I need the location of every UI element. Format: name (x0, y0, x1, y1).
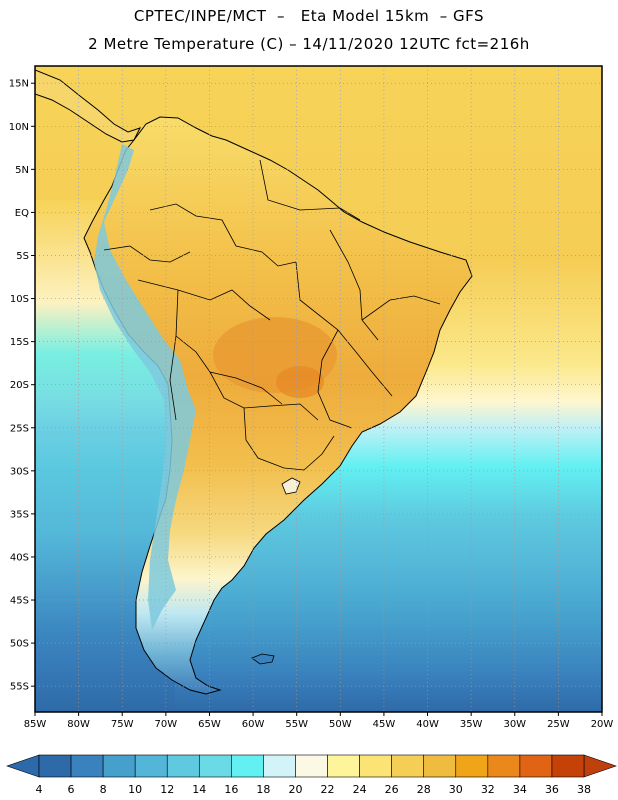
map-frame (34, 65, 603, 713)
lon-tick-label: 70W (155, 719, 178, 730)
colorbar-label: 32 (481, 783, 495, 796)
lon-tick-label: 75W (111, 719, 134, 730)
colorbar-swatch (423, 754, 457, 778)
lon-tick-label: 50W (329, 719, 352, 730)
graticule (35, 66, 602, 712)
lon-tick-label: 45W (373, 719, 396, 730)
lat-tick-label: 10S (10, 294, 29, 305)
lat-tick-label: EQ (15, 208, 29, 219)
colorbar-swatch (38, 754, 72, 778)
colorbar-swatch (327, 754, 360, 778)
colorbar-label: 4 (36, 783, 43, 796)
colorbar-swatch (263, 754, 296, 778)
lat-tick-label: 10N (9, 122, 29, 133)
andes-cool-band (94, 144, 196, 630)
hot-interior-core-2 (276, 366, 324, 398)
colorbar-label: 6 (68, 783, 75, 796)
colorbar-label: 24 (353, 783, 367, 796)
lat-tick-label: 55S (10, 682, 29, 693)
lat-tick-label: 5N (15, 165, 29, 176)
central-america-landmass (35, 69, 141, 143)
lat-tick-label: 15S (10, 337, 29, 348)
lagoon (281, 477, 301, 495)
chart-title-line-1: CPTEC/INPE/MCT – Eta Model 15km – GFS (133, 7, 485, 25)
colorbar-label: 20 (288, 783, 302, 796)
colorbar-swatch (551, 754, 585, 778)
colorbar-swatch (455, 754, 489, 778)
longitude-axis: 85W 80W 75W 70W 65W 60W 55W 50W 45W 40W 35W 30W 25W 2… (24, 712, 614, 730)
colorbar-label: 16 (224, 783, 238, 796)
lat-tick-label: 40S (10, 552, 29, 563)
lat-tick-label: 5S (16, 251, 29, 262)
falkland-islands (251, 653, 275, 665)
colorbar-label: 12 (160, 783, 174, 796)
lat-tick-label: 15N (9, 79, 29, 90)
colorbar-high-arrow (583, 754, 617, 778)
colorbar-swatch (166, 754, 200, 778)
colorbar-swatch (391, 754, 425, 778)
lat-tick-label: 45S (10, 596, 29, 607)
lon-tick-label: 35W (460, 719, 483, 730)
colorbar-label: 26 (385, 783, 399, 796)
colorbar-swatch (359, 754, 392, 778)
country-borders (103, 159, 441, 471)
lon-tick-label: 60W (242, 719, 265, 730)
colorbar-label: 8 (100, 783, 107, 796)
lon-tick-label: 85W (24, 719, 47, 730)
colorbar-label: 36 (545, 783, 559, 796)
colorbar-swatch (102, 754, 136, 778)
colorbar-swatch (487, 754, 521, 778)
colorbar-label: 18 (256, 783, 270, 796)
colorbar-label: 34 (513, 783, 527, 796)
colorbar-label: 28 (417, 783, 431, 796)
lon-tick-label: 20W (591, 719, 614, 730)
chart-title-line-2: 2 Metre Temperature (C) – 14/11/2020 12U… (88, 35, 530, 53)
lat-tick-label: 25S (10, 423, 29, 434)
colorbar: 4 6 8 10 12 14 16 18 20 22 24 26 28 30 32 34 36 38 (6, 754, 617, 796)
lat-tick-label: 50S (10, 639, 29, 650)
colorbar-label: 30 (449, 783, 463, 796)
colorbar-swatch (198, 754, 232, 778)
lon-tick-label: 40W (416, 719, 439, 730)
lat-tick-label: 20S (10, 380, 29, 391)
colorbar-label: 22 (321, 783, 335, 796)
lon-tick-label: 25W (547, 719, 570, 730)
colorbar-label: 38 (577, 783, 591, 796)
latitude-axis: 15N 10N 5N EQ 5S 10S 15S 20S 25S 30S 35S 40S 45S 50S 5… (9, 79, 35, 693)
colorbar-swatch (70, 754, 104, 778)
colorbar-swatch (519, 754, 553, 778)
colorbar-label: 10 (128, 783, 142, 796)
lon-tick-label: 55W (285, 719, 308, 730)
lon-tick-label: 30W (503, 719, 526, 730)
lat-tick-label: 30S (10, 466, 29, 477)
colorbar-swatch (134, 754, 168, 778)
colorbar-label: 14 (192, 783, 206, 796)
colorbar-swatch (295, 754, 328, 778)
lon-tick-label: 65W (198, 719, 221, 730)
lon-tick-label: 80W (67, 719, 90, 730)
colorbar-low-arrow (6, 754, 40, 778)
lat-tick-label: 35S (10, 509, 29, 520)
colorbar-swatch (231, 754, 264, 778)
